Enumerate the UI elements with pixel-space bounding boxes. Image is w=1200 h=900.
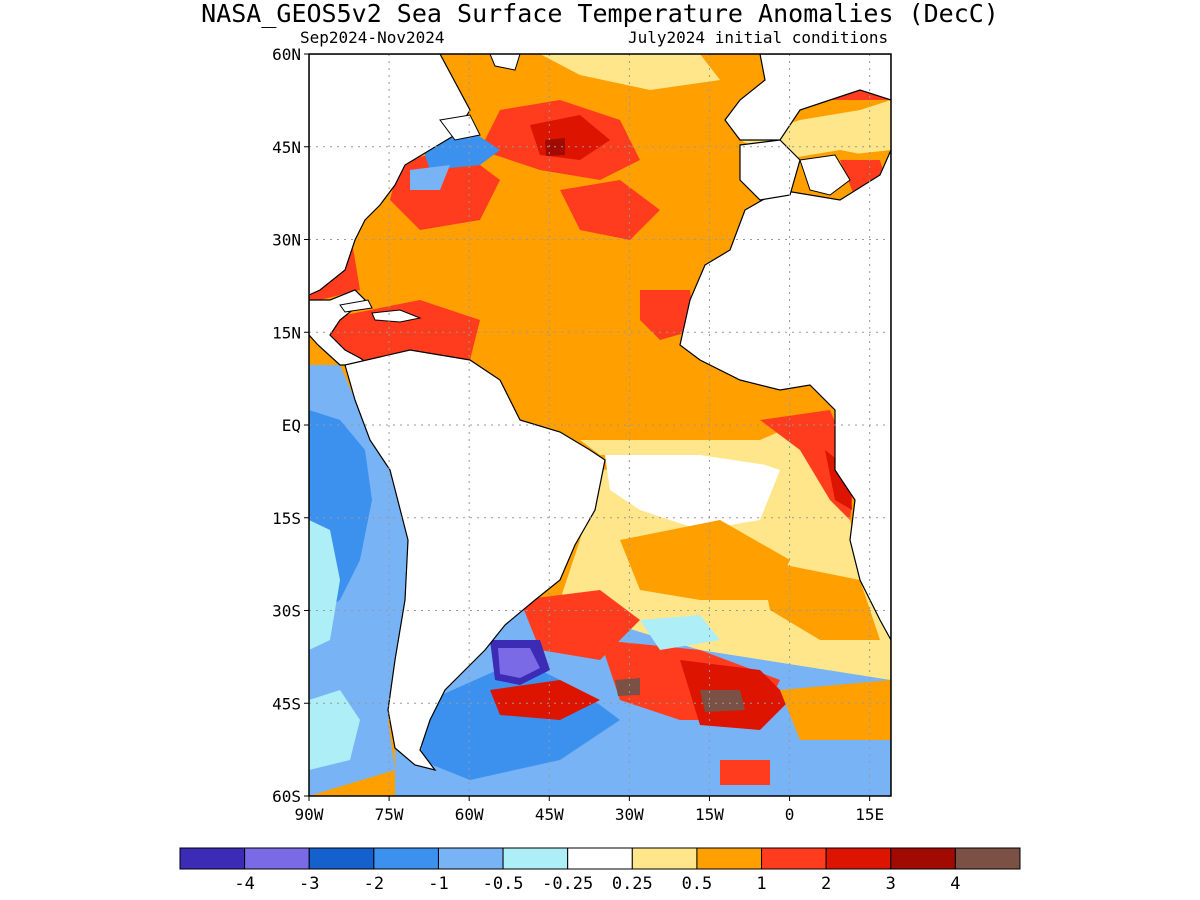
colorbar-swatch (954, 847, 1021, 870)
colorbar-label: 0.25 (612, 874, 653, 894)
longitude-axis: 90W 75W 60W 45W 30W 15W 0 15E (295, 796, 884, 824)
colorbar-swatch (373, 847, 439, 870)
lon-tick-label: 90W (295, 805, 324, 824)
map-area (309, 54, 891, 796)
lat-tick-label: 30N (272, 231, 301, 250)
colorbar-swatch (308, 847, 375, 870)
colorbar-swatch (890, 847, 956, 870)
colorbar-swatch (437, 847, 504, 870)
chart-title: NASA_GEOS5v2 Sea Surface Temperature Ano… (201, 0, 999, 28)
colorbar-label: -2 (364, 874, 384, 894)
colorbar-swatch (567, 847, 633, 870)
colorbar-label: 0.5 (682, 874, 713, 894)
lat-tick-label: EQ (282, 416, 301, 435)
latitude-axis: 60N 45N 30N 15N EQ 15S 30S 45S 60S (272, 45, 309, 806)
colorbar-label: -1 (428, 874, 448, 894)
colorbar-swatch (179, 847, 246, 870)
lon-tick-label: 0 (785, 805, 795, 824)
colorbar-swatch (244, 847, 310, 870)
lat-tick-label: 60S (272, 787, 301, 806)
colorbar-label: 3 (886, 874, 896, 894)
lon-tick-label: 15W (695, 805, 724, 824)
lat-tick-label: 45S (272, 694, 301, 713)
lon-tick-label: 45W (535, 805, 564, 824)
lat-tick-label: 60N (272, 45, 301, 64)
colorbar-swatch (761, 847, 827, 870)
lon-tick-label: 75W (375, 805, 404, 824)
colorbar-label: -3 (299, 874, 319, 894)
lat-tick-label: 30S (272, 602, 301, 621)
colorbar-label: -0.5 (483, 874, 524, 894)
lat-tick-label: 15S (272, 509, 301, 528)
lat-tick-label: 15N (272, 323, 301, 342)
colorbar-swatch (825, 847, 892, 870)
period-subtitle: Sep2024-Nov2024 (300, 28, 445, 47)
initial-conditions-subtitle: July2024 initial conditions (628, 28, 889, 47)
colorbar-swatch (696, 847, 763, 870)
colorbar-label: 2 (821, 874, 831, 894)
lat-tick-label: 45N (272, 138, 301, 157)
colorbar-swatch (631, 847, 698, 870)
colorbar: -4 -3 -2 -1 -0.5 -0.25 0.25 0.5 1 2 3 4 (179, 847, 1021, 894)
colorbar-swatch (502, 847, 569, 870)
colorbar-label: 4 (950, 874, 960, 894)
map-grid (309, 54, 891, 796)
colorbar-label: 1 (756, 874, 766, 894)
lon-tick-label: 15E (855, 805, 884, 824)
lon-tick-label: 60W (455, 805, 484, 824)
colorbar-label: -4 (234, 874, 254, 894)
colorbar-label: -0.25 (542, 874, 593, 894)
lon-tick-label: 30W (615, 805, 644, 824)
